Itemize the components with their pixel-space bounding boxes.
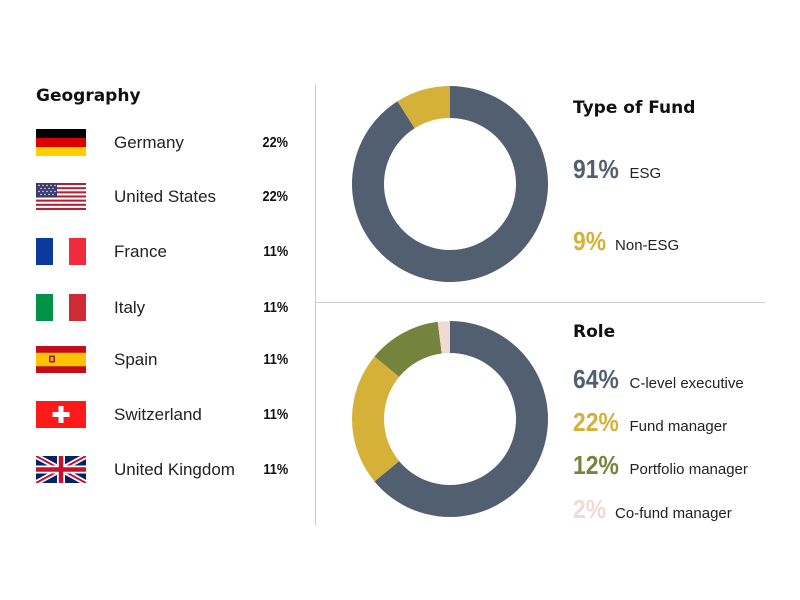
germany-flag-icon xyxy=(36,129,86,156)
legend-item-esg: 91% ESG xyxy=(573,154,661,184)
slice-co-fund-manager xyxy=(437,321,450,354)
geography-row-germany: Germany 22% xyxy=(36,129,296,157)
switzerland-flag-icon xyxy=(36,401,86,428)
legend-percent: 9% xyxy=(573,226,607,256)
italy-flag-icon xyxy=(36,294,86,321)
slice-esg xyxy=(352,86,548,282)
country-label: Italy xyxy=(114,298,146,317)
country-label: Switzerland xyxy=(114,405,202,424)
legend-item-portfolio-manager: 12% Portfolio manager xyxy=(573,450,748,480)
country-label: France xyxy=(114,242,167,261)
geography-row-italy: Italy 11% xyxy=(36,294,296,322)
country-percent: 11% xyxy=(263,351,288,368)
legend-item-non-esg: 9% Non-ESG xyxy=(573,226,679,256)
uk-flag-icon xyxy=(36,456,86,483)
country-percent: 11% xyxy=(263,406,288,423)
fund-type-title: Type of Fund xyxy=(573,98,696,118)
horizontal-divider xyxy=(315,302,765,303)
geography-row-switzerland: Switzerland 11% xyxy=(36,401,296,429)
spain-flag-icon xyxy=(36,346,86,373)
legend-item-fund-manager: 22% Fund manager xyxy=(573,407,727,437)
legend-item-c-level-executive: 64% C-level executive xyxy=(573,364,744,394)
legend-label: C-level executive xyxy=(629,375,744,392)
country-label: United States xyxy=(114,187,217,206)
legend-percent: 12% xyxy=(573,450,619,480)
country-percent: 11% xyxy=(263,243,288,260)
country-percent: 22% xyxy=(262,134,288,151)
legend-label: Co-fund manager xyxy=(615,505,732,522)
legend-label: Portfolio manager xyxy=(629,461,748,478)
geography-row-spain: Spain 11% xyxy=(36,346,296,374)
slice-c-level-executive xyxy=(374,321,548,517)
slice-non-esg xyxy=(397,86,450,129)
legend-percent: 91% xyxy=(573,154,619,184)
role-donut-chart xyxy=(352,321,548,517)
legend-label: ESG xyxy=(629,165,662,182)
slice-portfolio-manager xyxy=(374,321,442,377)
slice-fund-manager xyxy=(352,356,400,482)
legend-item-co-fund-manager: 2% Co-fund manager xyxy=(573,494,732,524)
country-label: Spain xyxy=(114,350,158,369)
legend-label: Non-ESG xyxy=(615,237,680,254)
role-title: Role xyxy=(573,322,616,342)
country-percent: 11% xyxy=(263,299,288,316)
country-label: Germany xyxy=(114,133,184,152)
vertical-divider xyxy=(315,84,316,526)
legend-percent: 22% xyxy=(573,407,619,437)
country-percent: 22% xyxy=(262,188,288,205)
usa-flag-icon xyxy=(36,183,86,210)
fund-type-donut-chart xyxy=(352,86,548,282)
country-percent: 11% xyxy=(263,461,288,478)
geography-title: Geography xyxy=(36,86,141,106)
france-flag-icon xyxy=(36,238,86,265)
legend-percent: 64% xyxy=(573,364,619,394)
geography-row-france: France 11% xyxy=(36,238,296,266)
legend-label: Fund manager xyxy=(629,418,728,435)
geography-row-united-states: United States 22% xyxy=(36,183,296,211)
geography-row-united-kingdom: United Kingdom 11% xyxy=(36,456,296,484)
country-label: United Kingdom xyxy=(114,460,235,479)
legend-percent: 2% xyxy=(573,494,607,524)
